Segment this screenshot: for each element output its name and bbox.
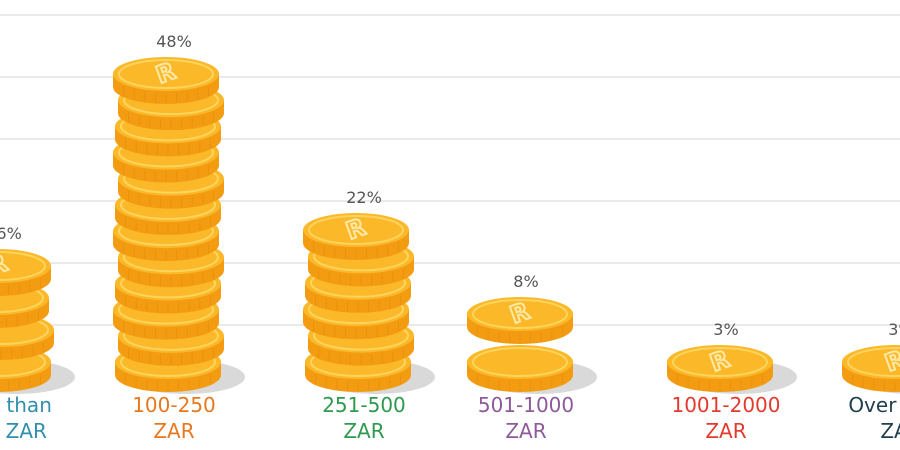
value-label: 22% (346, 188, 382, 207)
value-labels: 16% 48% 22% 8% 3% 3% (0, 32, 900, 339)
coin-rim (118, 59, 214, 89)
category-label-line1: Over 2000 (848, 393, 900, 417)
bar-coin-stack: R (303, 212, 414, 392)
value-label: 3% (713, 320, 738, 339)
coin-rim (472, 347, 568, 377)
coin-face (467, 297, 573, 331)
category-label-line2: ZAR (880, 419, 900, 443)
value-label: 16% (0, 224, 22, 243)
bar-coin-stack: R (113, 56, 224, 392)
coin-rim (847, 347, 900, 377)
bar-coin-stack: R (667, 344, 773, 392)
category-label-line1: 100-250 (132, 393, 216, 417)
category-label-line2: 100 ZAR (0, 419, 47, 443)
coin-face (303, 213, 409, 247)
coin-face (667, 345, 773, 379)
coin-rim (0, 251, 46, 281)
category-label-line2: ZAR (343, 419, 384, 443)
category-labels: Less than100 ZAR100-250ZAR251-500ZAR501-… (0, 393, 900, 443)
category-label-line1: 251-500 (322, 393, 406, 417)
category-label-line1: 501-1000 (478, 393, 574, 417)
category-label-line1: Less than (0, 393, 52, 417)
bar-coin-stack: R (467, 296, 573, 392)
category-label-line2: ZAR (153, 419, 194, 443)
category-label-line2: ZAR (505, 419, 546, 443)
category-label-line2: ZAR (705, 419, 746, 443)
coin-rim (308, 215, 404, 245)
category-label-line1: 1001-2000 (671, 393, 780, 417)
coin-rim (672, 347, 768, 377)
coin-rim (0, 283, 44, 313)
coin-face (113, 57, 219, 91)
value-label: 48% (156, 32, 192, 51)
bar-coin-stack: R (0, 248, 54, 392)
coin-face (0, 249, 51, 283)
value-label: 3% (888, 320, 900, 339)
coin-rim (472, 299, 568, 329)
bar-coin-stack: R (842, 344, 900, 392)
value-label: 8% (513, 272, 538, 291)
coin-face (467, 345, 573, 379)
coin-rim (0, 347, 46, 377)
